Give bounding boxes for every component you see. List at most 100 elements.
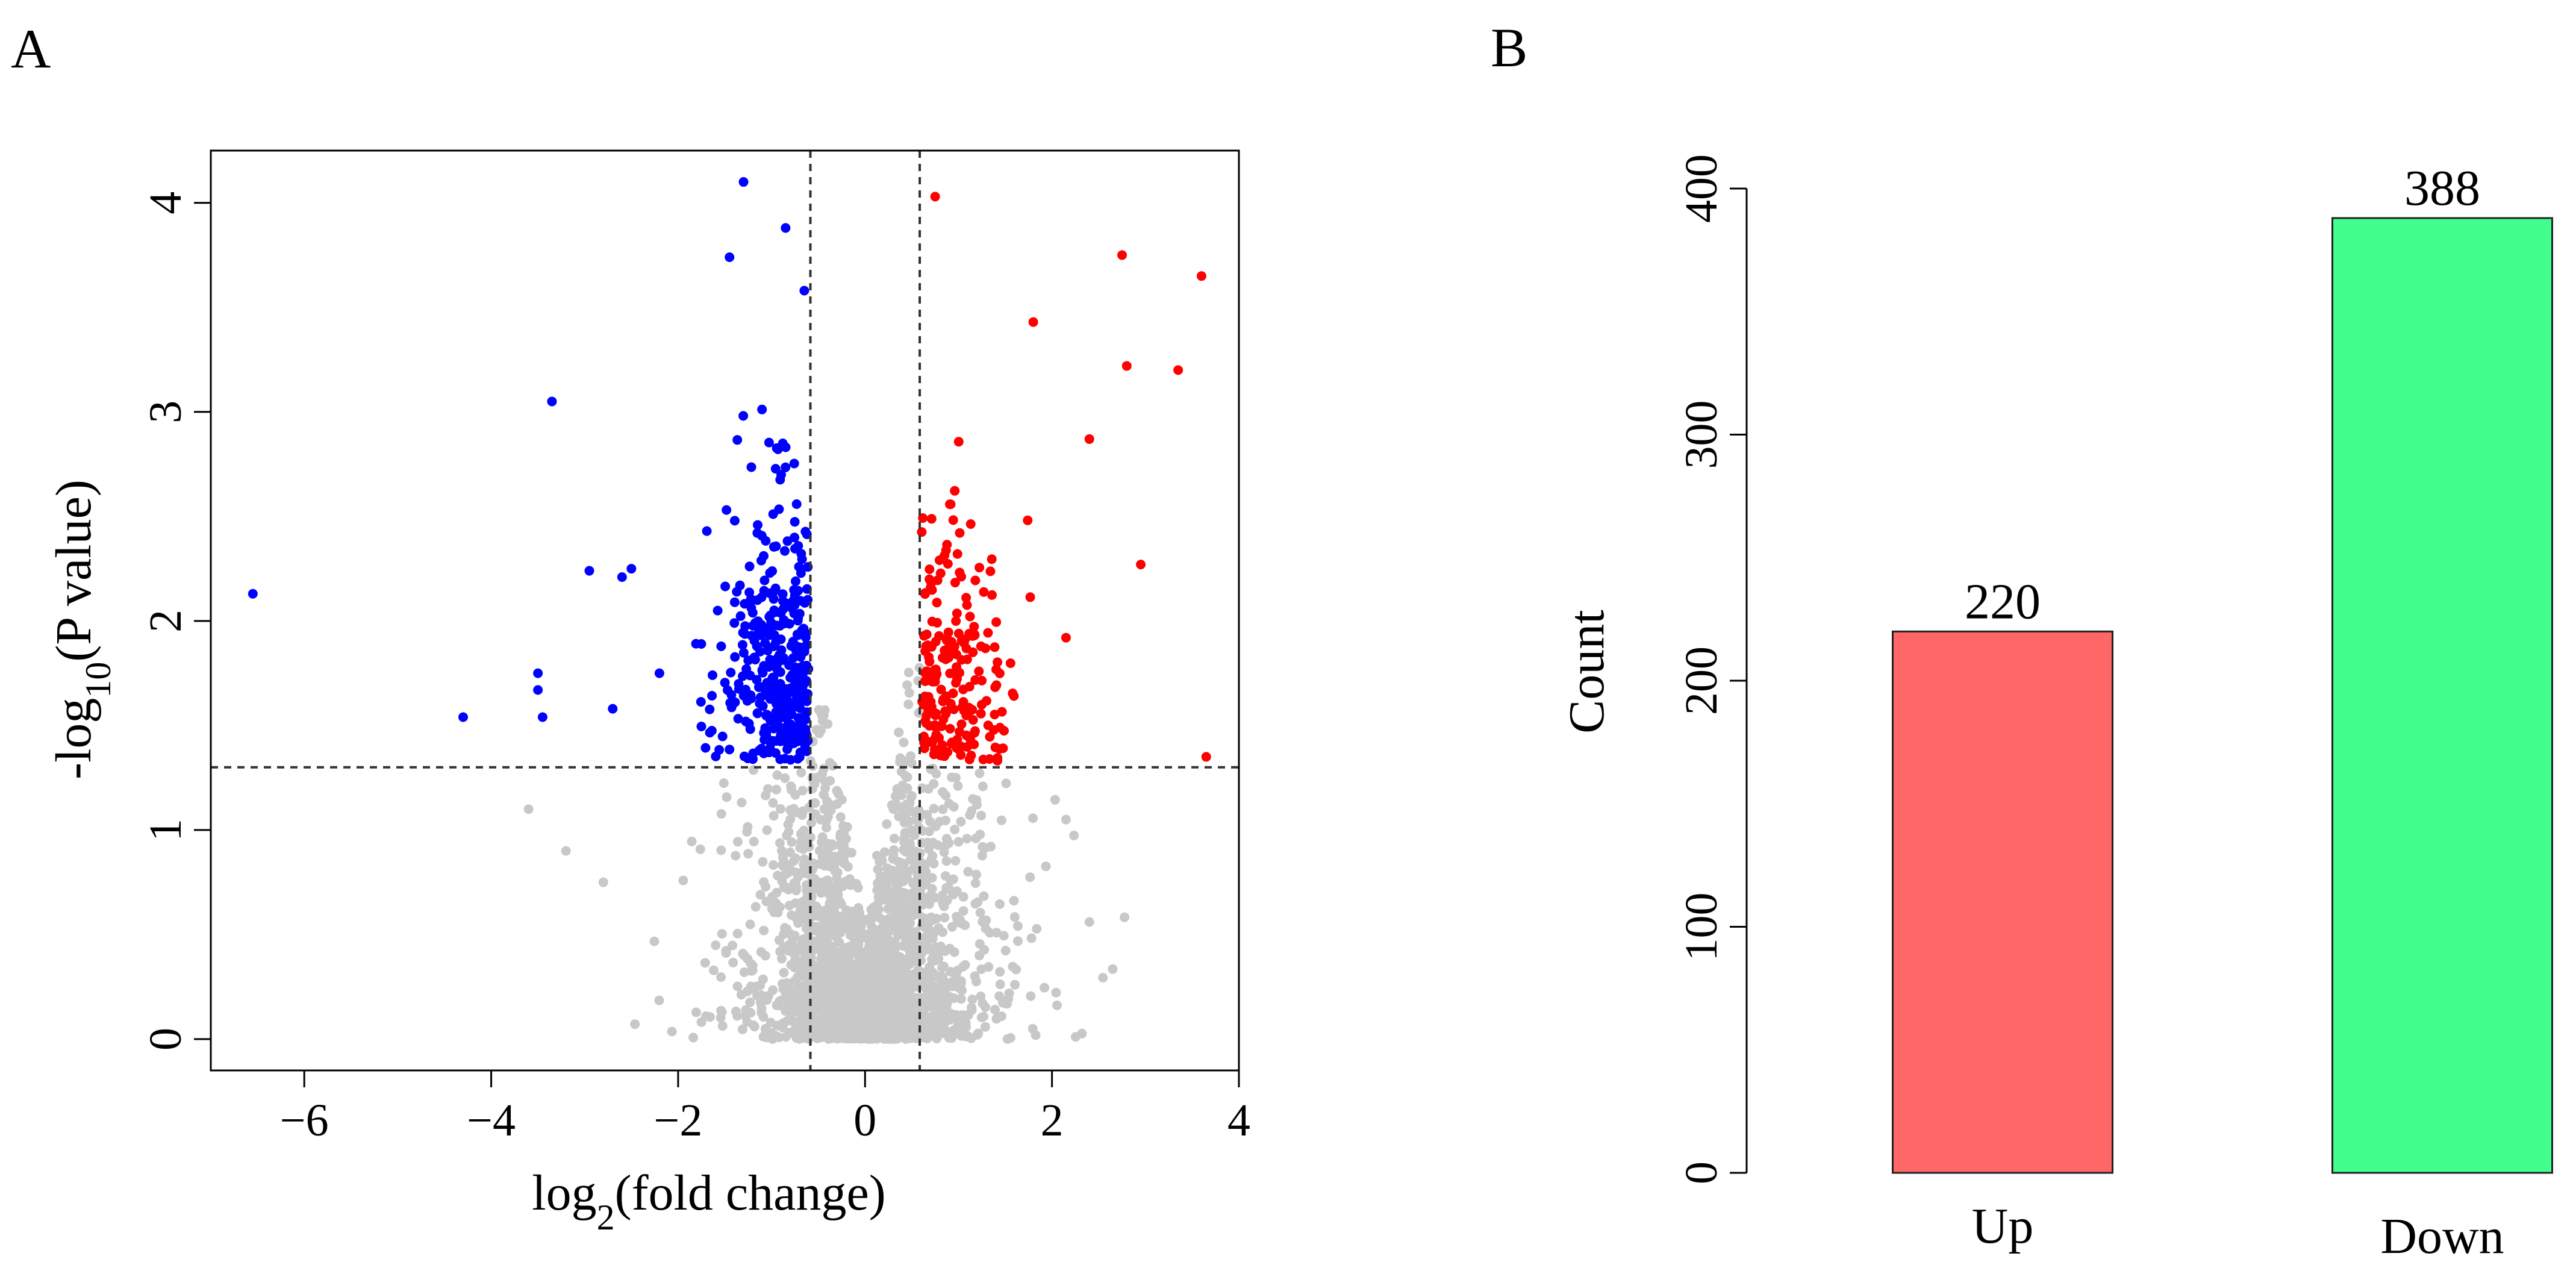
point-ns bbox=[975, 908, 985, 917]
point-up bbox=[958, 684, 968, 695]
point-ns bbox=[817, 837, 828, 847]
point-up bbox=[983, 628, 993, 638]
point-ns bbox=[922, 1034, 932, 1043]
point-ns bbox=[831, 882, 841, 892]
point-ns bbox=[881, 892, 891, 902]
point-up bbox=[942, 540, 952, 550]
point-down bbox=[794, 752, 805, 762]
volcano-y-axis: 0 1 2 3 4 bbox=[140, 192, 211, 1051]
point-ns bbox=[958, 892, 968, 902]
volcano-x-axis: −6 −4 −2 0 2 4 bbox=[280, 1070, 1250, 1146]
point-ns bbox=[981, 1002, 991, 1012]
point-ns bbox=[867, 948, 877, 958]
point-down bbox=[781, 223, 791, 233]
point-ns bbox=[832, 867, 843, 878]
point-ns bbox=[963, 1031, 973, 1042]
point-ns bbox=[728, 958, 738, 967]
point-down bbox=[773, 714, 783, 725]
panel-letter-a: A bbox=[11, 18, 51, 80]
point-ns bbox=[807, 999, 817, 1009]
point-ns bbox=[785, 1028, 794, 1037]
point-ns bbox=[1032, 923, 1042, 934]
point-down bbox=[717, 731, 728, 742]
point-ns bbox=[947, 772, 957, 782]
x-tick-label: 0 bbox=[853, 1095, 876, 1146]
point-ns bbox=[956, 994, 966, 1004]
point-ns bbox=[979, 891, 989, 901]
point-down bbox=[696, 722, 706, 731]
point-ns bbox=[722, 792, 732, 802]
point-ns bbox=[880, 937, 890, 947]
point-up bbox=[935, 568, 946, 578]
point-up bbox=[967, 705, 978, 715]
point-ns bbox=[1026, 933, 1037, 943]
point-down bbox=[729, 618, 740, 628]
point-up bbox=[920, 646, 931, 656]
point-ns bbox=[896, 864, 906, 875]
point-ns bbox=[700, 958, 710, 968]
point-down bbox=[711, 751, 721, 761]
point-ns bbox=[775, 804, 785, 814]
point-down bbox=[741, 716, 751, 726]
point-ns bbox=[773, 907, 783, 917]
point-up bbox=[1061, 632, 1071, 643]
point-up bbox=[955, 667, 965, 678]
point-ns bbox=[999, 931, 1009, 941]
point-ns bbox=[902, 1008, 912, 1019]
point-up bbox=[945, 723, 955, 734]
point-up bbox=[917, 527, 927, 537]
y-tick-label: 4 bbox=[140, 192, 191, 214]
point-ns bbox=[779, 967, 789, 978]
point-ns bbox=[766, 1028, 776, 1038]
point-ns bbox=[865, 934, 875, 944]
point-ns bbox=[777, 954, 787, 964]
point-ns bbox=[945, 992, 955, 1002]
point-ns bbox=[678, 875, 688, 886]
bar-y-axis: 0 100 200 300 400 bbox=[1676, 154, 1748, 1184]
point-ns bbox=[838, 858, 849, 868]
point-up bbox=[956, 636, 967, 646]
point-ns bbox=[924, 968, 934, 978]
y-tick-label: 1 bbox=[140, 819, 191, 842]
point-down bbox=[791, 576, 800, 586]
point-ns bbox=[1001, 778, 1011, 789]
point-ns bbox=[772, 770, 782, 780]
point-ns bbox=[838, 821, 848, 831]
bar-value-label-down: 388 bbox=[2404, 160, 2480, 216]
point-ns bbox=[939, 847, 949, 857]
point-ns bbox=[832, 912, 841, 922]
point-down bbox=[707, 691, 717, 701]
point-down bbox=[248, 589, 258, 599]
point-ns bbox=[851, 1028, 861, 1037]
point-down bbox=[793, 613, 803, 623]
point-ns bbox=[928, 1019, 938, 1029]
bar-down bbox=[2331, 217, 2553, 1174]
point-ns bbox=[747, 983, 757, 993]
point-ns bbox=[837, 795, 847, 805]
point-ns bbox=[756, 998, 766, 1008]
point-ns bbox=[832, 786, 842, 796]
point-ns bbox=[732, 981, 743, 992]
point-ns bbox=[809, 960, 819, 970]
point-ns bbox=[904, 914, 914, 924]
point-ns bbox=[882, 819, 892, 829]
bar-y-tick-label: 200 bbox=[1676, 646, 1727, 715]
point-ns bbox=[796, 767, 806, 778]
point-ns bbox=[921, 879, 931, 890]
panel-letter-b: B bbox=[1491, 17, 1527, 78]
point-ns bbox=[900, 828, 910, 838]
point-ns bbox=[1084, 917, 1094, 927]
point-ns bbox=[878, 1020, 888, 1029]
point-ns bbox=[716, 972, 726, 982]
point-down bbox=[753, 520, 763, 530]
point-up bbox=[953, 437, 964, 447]
point-ns bbox=[872, 851, 882, 861]
point-ns bbox=[852, 946, 862, 957]
point-ns bbox=[780, 923, 790, 933]
point-up bbox=[985, 566, 996, 576]
point-ns bbox=[835, 975, 845, 985]
point-ns bbox=[879, 875, 889, 886]
point-ns bbox=[1050, 795, 1060, 805]
point-ns bbox=[932, 1031, 943, 1042]
point-down bbox=[761, 536, 771, 546]
